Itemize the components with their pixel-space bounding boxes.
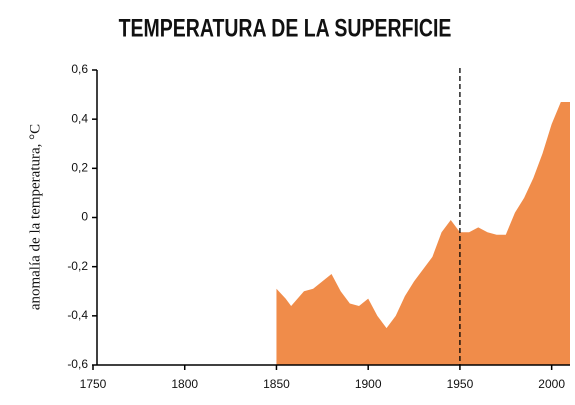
y-tick-label: -0,2: [67, 259, 88, 273]
x-tick-label: 1750: [80, 377, 107, 391]
area: [276, 101, 570, 365]
x-tick-label: 1900: [355, 377, 382, 391]
y-tick-label: 0,2: [71, 161, 88, 175]
y-tick-label: -0,4: [67, 308, 88, 322]
y-tick-label: 0: [81, 210, 88, 224]
x-tick-label: 1950: [447, 377, 474, 391]
x-tick-label: 2000: [538, 377, 565, 391]
chart-title: TEMPERATURA DE LA SUPERFICIE: [119, 14, 452, 42]
y-tick-label: -0,6: [67, 357, 88, 371]
x-tick-label: 1800: [171, 377, 198, 391]
y-tick-label: 0,4: [71, 111, 88, 125]
y-tick-label: 0,6: [71, 62, 88, 76]
x-tick-label: 1850: [263, 377, 290, 391]
y-axis-label: anomalía de la temperatura, °C: [27, 124, 43, 310]
